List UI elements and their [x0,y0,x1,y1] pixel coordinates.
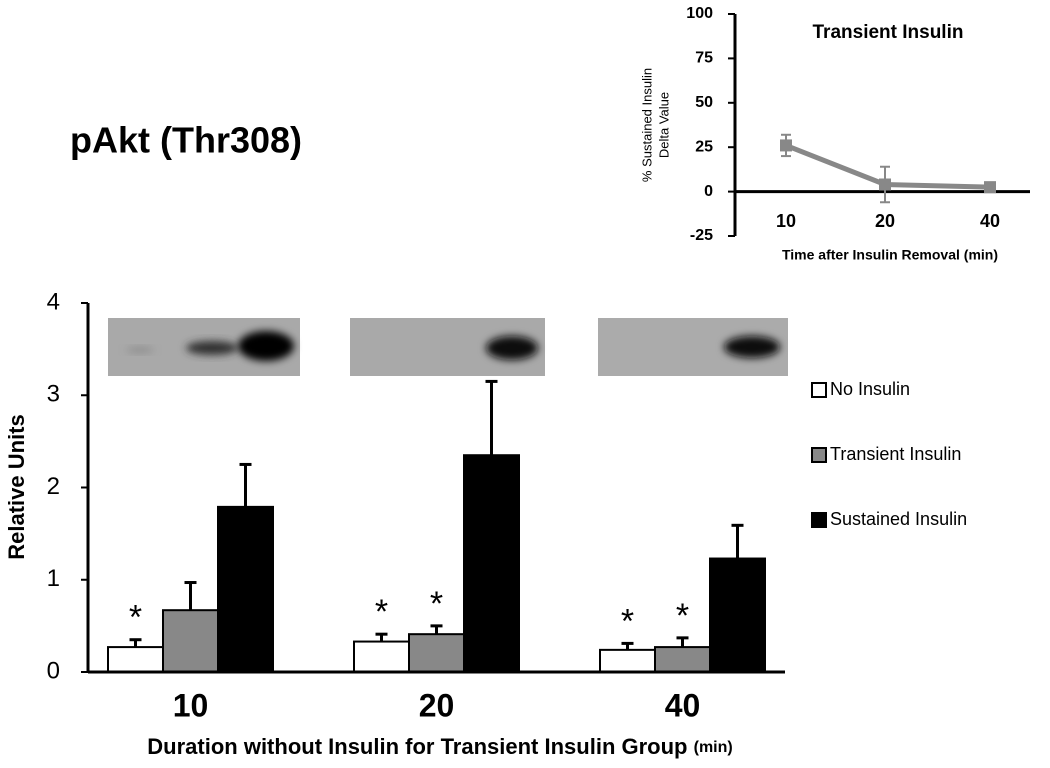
y-tick-label: 100 [686,5,713,22]
significance-marker: * [129,599,142,637]
bar [463,454,520,673]
y-tick-label: 75 [695,50,713,67]
significance-marker: * [430,585,443,623]
x-axis-label: Duration without Insulin for Transient I… [147,734,732,759]
x-tick-label: 20 [875,211,895,231]
inset-title: Transient Insulin [813,22,964,43]
bar [162,609,219,674]
blot-band [186,341,238,355]
blot-band [724,336,780,358]
blot-band [486,336,538,360]
x-tick-label: 20 [419,687,455,723]
bar [217,505,274,673]
y-axis-label: Relative Units [4,414,29,560]
y-tick-label: 25 [695,138,713,155]
bar [107,646,164,674]
bar [408,633,465,673]
x-tick-label: 40 [980,211,1000,231]
y-tick-label: -25 [690,227,713,244]
significance-marker: * [375,593,388,631]
y-tick-label: 3 [47,381,60,408]
data-point [780,139,792,152]
y-tick-label: 4 [47,288,60,315]
bar [353,640,410,673]
inset-y-axis-label: % Sustained Insulin [639,68,654,182]
bar [599,648,656,673]
bar [654,646,711,674]
y-tick-label: 0 [47,657,60,684]
blot-band [126,347,154,353]
y-tick-label: 2 [47,473,60,500]
bar [709,557,766,673]
y-tick-label: 1 [47,565,60,592]
legend-swatch [811,382,827,398]
western-blots [108,318,788,376]
x-tick-label: 10 [173,687,209,723]
x-tick-label: 10 [776,211,796,231]
legend-label: No Insulin [830,379,910,399]
x-axis-label-text: Duration without Insulin for Transient I… [147,734,687,759]
significance-marker: * [676,597,689,635]
legend-label: Transient Insulin [830,444,961,464]
inset-y-axis-label: Delta Value [656,92,671,158]
y-tick-label: 50 [695,94,713,111]
significance-marker: * [621,602,634,640]
y-tick-label: 0 [704,183,713,200]
legend-swatch [811,447,827,463]
blot-band [238,331,294,361]
inset-x-axis-label: Time after Insulin Removal (min) [782,247,998,263]
data-point [879,178,891,191]
legend-label: Sustained Insulin [830,509,967,529]
x-tick-label: 40 [665,687,701,723]
chart-title: pAkt (Thr308) [70,120,302,161]
x-axis-label-unit: (min) [694,739,733,756]
legend-swatch [811,512,827,528]
data-point [984,181,996,194]
